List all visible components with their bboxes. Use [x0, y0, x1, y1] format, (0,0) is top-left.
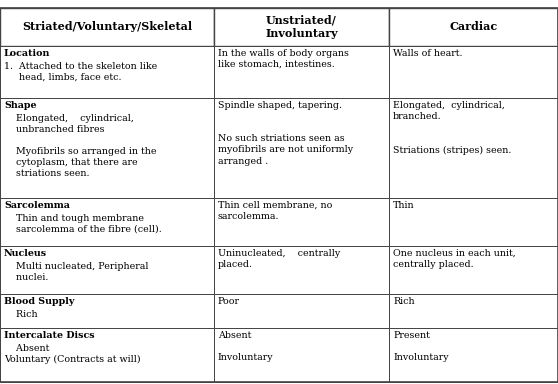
- Text: Rich: Rich: [393, 297, 415, 306]
- Text: Elongated,    cylindrical,
    unbranched fibres

    Myofibrils so arranged in : Elongated, cylindrical, unbranched fibre…: [4, 114, 156, 178]
- Text: Shape: Shape: [4, 101, 36, 110]
- Bar: [389, 8, 558, 46]
- Text: Unstriated/
Involuntary: Unstriated/ Involuntary: [265, 15, 338, 39]
- Bar: [389, 294, 558, 328]
- Text: One nucleus in each unit,
centrally placed.: One nucleus in each unit, centrally plac…: [393, 249, 516, 269]
- Bar: [0, 246, 214, 294]
- Bar: [214, 98, 389, 198]
- Text: Striated/Voluntary/Skeletal: Striated/Voluntary/Skeletal: [22, 22, 192, 33]
- Text: Poor: Poor: [218, 297, 240, 306]
- Bar: [214, 8, 389, 46]
- Bar: [0, 294, 214, 328]
- Text: Thin and tough membrane
    sarcolemma of the fibre (cell).: Thin and tough membrane sarcolemma of th…: [4, 214, 162, 234]
- Text: In the walls of body organs
like stomach, intestines.: In the walls of body organs like stomach…: [218, 49, 349, 69]
- Bar: [0, 46, 214, 98]
- Bar: [389, 246, 558, 294]
- Bar: [0, 8, 214, 46]
- Bar: [0, 198, 214, 246]
- Bar: [214, 46, 389, 98]
- Text: Nucleus: Nucleus: [4, 249, 47, 258]
- Text: Thin: Thin: [393, 201, 415, 210]
- Text: Uninucleated,    centrally
placed.: Uninucleated, centrally placed.: [218, 249, 340, 269]
- Text: Cardiac: Cardiac: [449, 22, 498, 33]
- Text: Blood Supply: Blood Supply: [4, 297, 74, 306]
- Text: Sarcolemma: Sarcolemma: [4, 201, 70, 210]
- Text: 1.  Attached to the skeleton like
     head, limbs, face etc.: 1. Attached to the skeleton like head, l…: [4, 62, 157, 82]
- Bar: [0, 328, 214, 382]
- Bar: [389, 46, 558, 98]
- Text: Elongated,  cylindrical,
branched.


Striations (stripes) seen.: Elongated, cylindrical, branched. Striat…: [393, 101, 511, 155]
- Bar: [214, 246, 389, 294]
- Bar: [389, 198, 558, 246]
- Text: Present

Involuntary: Present Involuntary: [393, 331, 449, 362]
- Text: Multi nucleated, Peripheral
    nuclei.: Multi nucleated, Peripheral nuclei.: [4, 262, 148, 282]
- Bar: [214, 198, 389, 246]
- Text: Absent
Voluntary (Contracts at will): Absent Voluntary (Contracts at will): [4, 344, 141, 364]
- Bar: [214, 328, 389, 382]
- Text: Walls of heart.: Walls of heart.: [393, 49, 463, 58]
- Bar: [389, 328, 558, 382]
- Bar: [389, 98, 558, 198]
- Text: Rich: Rich: [4, 310, 37, 319]
- Text: Intercalate Discs: Intercalate Discs: [4, 331, 95, 340]
- Text: Location: Location: [4, 49, 50, 58]
- Text: Absent

Involuntary: Absent Involuntary: [218, 331, 273, 362]
- Text: Thin cell membrane, no
sarcolemma.: Thin cell membrane, no sarcolemma.: [218, 201, 333, 221]
- Bar: [214, 294, 389, 328]
- Text: Spindle shaped, tapering.


No such striations seen as
myofibrils are not unifor: Spindle shaped, tapering. No such striat…: [218, 101, 353, 166]
- Bar: [0, 98, 214, 198]
